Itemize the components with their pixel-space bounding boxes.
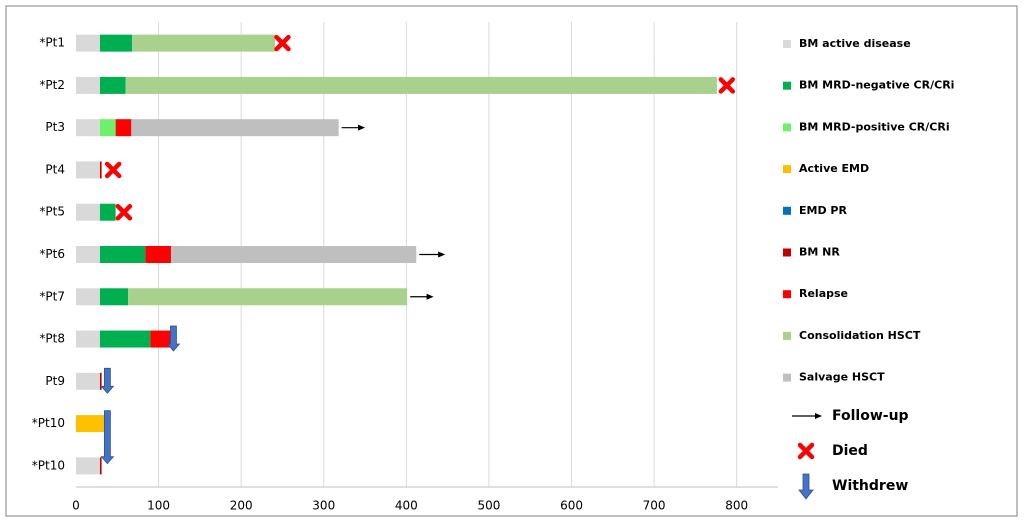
- bar-segment: [125, 76, 717, 94]
- y-tick-label: *Pt5: [39, 205, 65, 219]
- legend-swatch: [783, 81, 791, 90]
- bar-segment: [76, 203, 100, 221]
- bar-segment: [76, 330, 100, 348]
- y-tick-label: Pt4: [45, 162, 65, 176]
- y-tick-label: *Pt8: [39, 332, 65, 346]
- died-marker: [115, 203, 133, 221]
- bar-segment: [76, 246, 100, 263]
- bar-segment: [99, 246, 146, 263]
- bar-segment: [99, 119, 116, 137]
- legend-label: Follow-up: [832, 408, 909, 424]
- bar-segment: [99, 372, 102, 390]
- y-tick-label: *Pt10: [32, 416, 65, 430]
- legend-label: BM MRD-negative CR/CRi: [799, 79, 954, 92]
- legend-swatch: [783, 290, 791, 299]
- died-marker: [274, 34, 291, 52]
- legend-swatch: [783, 206, 791, 215]
- bar-segment: [76, 119, 100, 137]
- bar-segment: [76, 372, 100, 390]
- y-tick-label: *Pt6: [39, 247, 65, 261]
- bar-segment: [99, 457, 102, 475]
- legend-swatch: [783, 40, 791, 48]
- legend-label: BM active disease: [799, 37, 911, 50]
- legend-down-arrow: [798, 473, 814, 500]
- y-tick-label: Pt9: [45, 374, 65, 388]
- legend-swatch: [783, 331, 791, 340]
- bar-segment: [76, 457, 100, 475]
- y-tick-label: *Pt7: [39, 289, 65, 303]
- follow-up-arrow: [341, 124, 366, 131]
- withdrew-marker: [166, 325, 181, 352]
- bar-segment: [99, 288, 129, 306]
- bar-segment: [76, 76, 100, 94]
- legend-label: Relapse: [799, 287, 848, 300]
- y-tick-label: *Pt1: [39, 36, 65, 50]
- died-marker: [718, 77, 736, 94]
- bar-segment: [150, 330, 171, 348]
- withdrew-marker: [100, 410, 115, 465]
- bar-segment: [145, 246, 171, 263]
- follow-up-arrow: [410, 293, 434, 300]
- bar-segment: [99, 330, 151, 348]
- x-tick-label: 800: [725, 499, 748, 513]
- bar-segment: [99, 76, 126, 94]
- y-tick-label: Pt3: [45, 120, 65, 134]
- legend-label: EMD PR: [799, 204, 847, 217]
- legend-label: Active EMD: [799, 162, 869, 175]
- bar-segment: [99, 203, 116, 221]
- legend-arrow-head: [815, 413, 822, 419]
- bar-segment: [115, 119, 132, 137]
- legend-cross: [797, 442, 815, 460]
- x-tick-label: 200: [230, 499, 253, 513]
- x-tick-label: 300: [312, 499, 335, 513]
- bar-segment: [76, 288, 100, 306]
- legend-swatch: [783, 165, 791, 174]
- bar-segment: [76, 34, 100, 52]
- bar-segment: [132, 34, 276, 52]
- x-tick-label: 400: [395, 499, 418, 513]
- y-tick-label: *Pt10: [32, 458, 65, 472]
- died-marker: [104, 161, 122, 179]
- bar-segment: [99, 34, 133, 52]
- bar-segment: [170, 246, 417, 263]
- arrow-head: [358, 124, 366, 131]
- bar-segment: [76, 415, 106, 433]
- x-tick-label: 0: [72, 499, 80, 513]
- legend-label: Salvage HSCT: [799, 371, 885, 384]
- legend-label: BM MRD-positive CR/CRi: [799, 120, 950, 133]
- bar-segment: [76, 161, 100, 179]
- bar-segment: [99, 161, 102, 179]
- legend-swatch: [783, 248, 791, 257]
- y-tick-label: *Pt2: [39, 78, 65, 92]
- x-tick-label: 100: [147, 499, 170, 513]
- legend-swatch: [783, 123, 791, 132]
- legend-label: BM NR: [799, 246, 840, 259]
- legend-label: Consolidation HSCT: [799, 329, 921, 342]
- legend-label: Died: [832, 443, 868, 459]
- arrow-head: [426, 293, 434, 300]
- withdrew-marker: [100, 367, 115, 394]
- legend-swatch: [783, 373, 791, 382]
- bar-segment: [131, 119, 339, 137]
- x-tick-label: 700: [643, 499, 666, 513]
- arrow-head: [438, 251, 446, 258]
- legend-label: Withdrew: [832, 478, 908, 494]
- x-tick-label: 600: [560, 499, 583, 513]
- x-tick-label: 500: [477, 499, 500, 513]
- follow-up-arrow: [419, 251, 446, 258]
- bar-segment: [128, 288, 408, 306]
